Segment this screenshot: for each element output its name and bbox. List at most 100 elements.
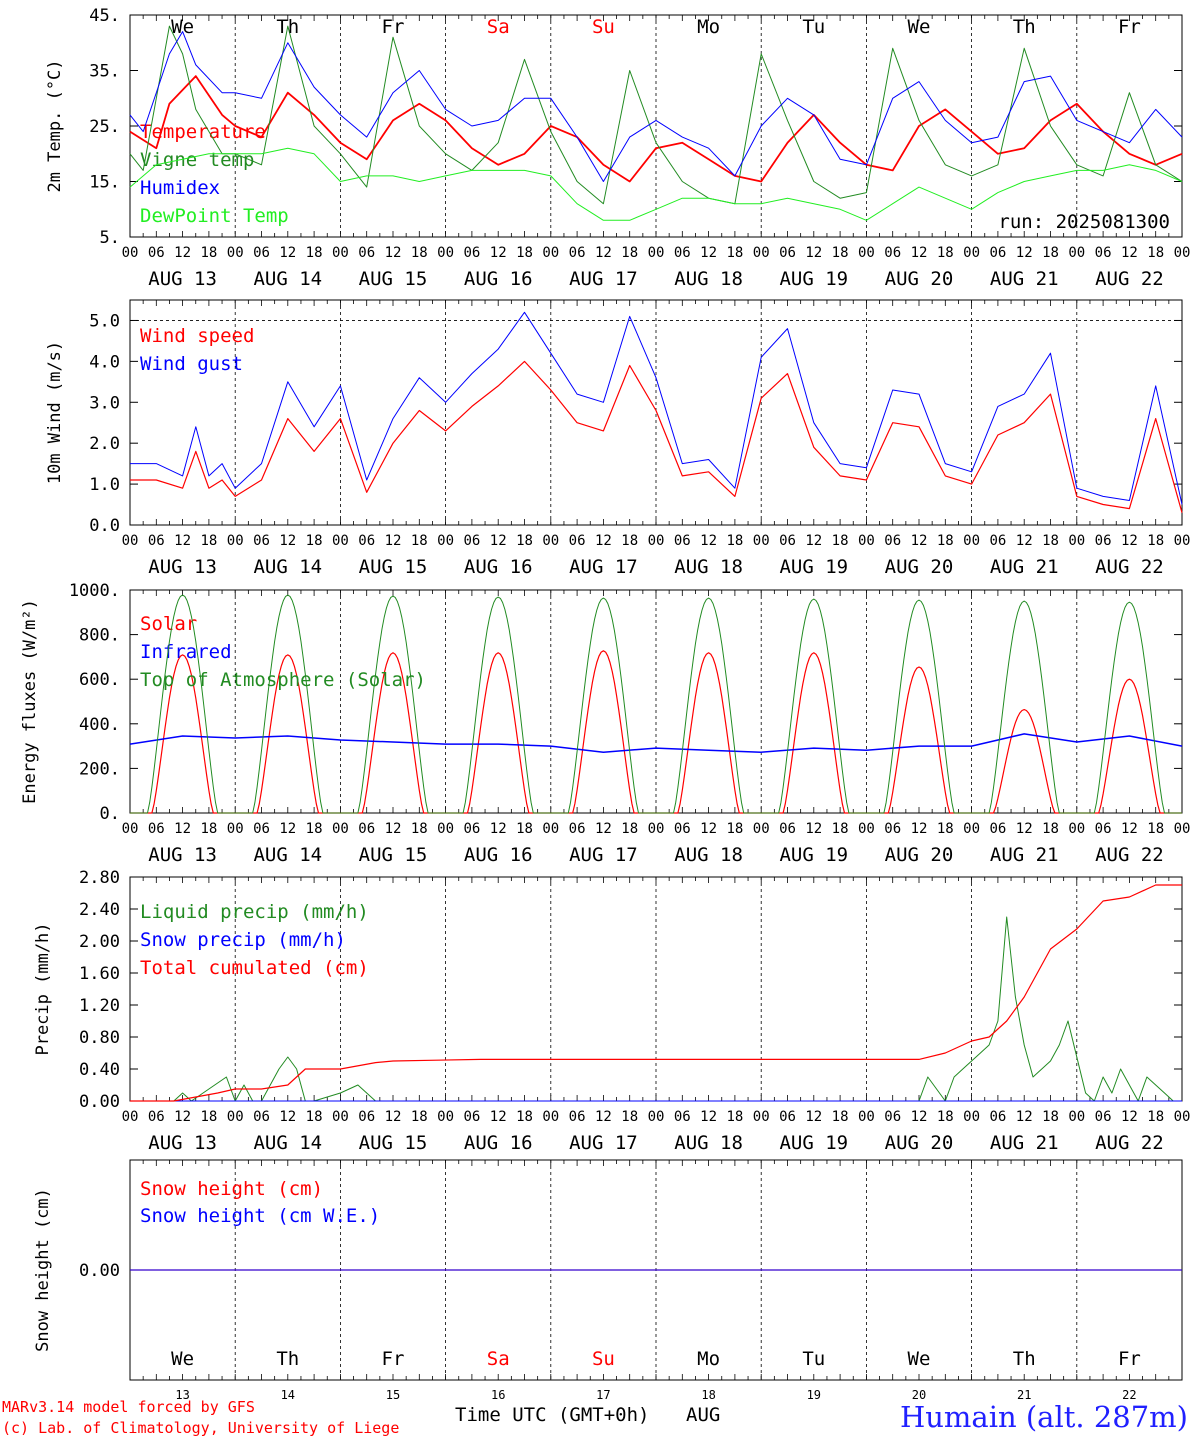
x-hour-label: 12 bbox=[279, 245, 296, 261]
y-axis-title: 2m Temp. (°C) bbox=[45, 59, 65, 192]
x-hour-label: 18 bbox=[516, 821, 533, 837]
x-hour-label: 00 bbox=[1068, 533, 1085, 549]
day-name-label: We bbox=[171, 16, 194, 38]
x-hour-label: 12 bbox=[385, 1109, 402, 1125]
x-hour-label: 00 bbox=[858, 533, 875, 549]
x-hour-label: 00 bbox=[753, 821, 770, 837]
legend-entry: Snow height (cm W.E.) bbox=[140, 1205, 380, 1227]
x-hour-label: 18 bbox=[200, 245, 217, 261]
x-date-label: AUG 19 bbox=[779, 844, 848, 866]
x-hour-label: 12 bbox=[174, 245, 191, 261]
x-hour-label: 12 bbox=[911, 245, 928, 261]
x-hour-label: 06 bbox=[884, 245, 901, 261]
x-hour-label: 00 bbox=[542, 245, 559, 261]
x-hour-label: 00 bbox=[122, 245, 139, 261]
y-axis-title: Energy fluxes (W/m²) bbox=[20, 599, 40, 804]
day-name-label: Fr bbox=[382, 16, 405, 38]
x-date-label: AUG 22 bbox=[1095, 1132, 1164, 1154]
x-hour-label: 12 bbox=[595, 533, 612, 549]
station-label: Humain (alt. 287m) bbox=[899, 1400, 1188, 1434]
x-hour-label: 12 bbox=[385, 533, 402, 549]
y-tick-label: 0. bbox=[100, 804, 120, 824]
y-axis-title: Snow height (cm) bbox=[33, 1188, 53, 1352]
x-date-label: AUG 15 bbox=[359, 1132, 428, 1154]
day-name-label: Th bbox=[1013, 1348, 1036, 1370]
y-tick-label: 1000. bbox=[69, 581, 120, 601]
legend-entry: Infrared bbox=[140, 641, 232, 663]
day-name-label: Fr bbox=[1118, 16, 1141, 38]
x-hour-label: 12 bbox=[805, 245, 822, 261]
x-date-label: AUG 21 bbox=[990, 1132, 1059, 1154]
x-hour-label: 12 bbox=[911, 533, 928, 549]
x-hour-label: 06 bbox=[674, 245, 691, 261]
x-hour-label: 06 bbox=[463, 1109, 480, 1125]
x-hour-label: 06 bbox=[989, 1109, 1006, 1125]
x-hour-label: 06 bbox=[358, 821, 375, 837]
x-date-label: AUG 21 bbox=[990, 268, 1059, 290]
x-hour-label: 00 bbox=[858, 245, 875, 261]
x-hour-label: 06 bbox=[253, 245, 270, 261]
x-hour-label: 06 bbox=[463, 821, 480, 837]
day-name-label: Sa bbox=[487, 16, 510, 38]
x-hour-label: 00 bbox=[122, 533, 139, 549]
x-hour-label: 12 bbox=[385, 245, 402, 261]
x-hour-label: 12 bbox=[174, 821, 191, 837]
x-hour-label: 06 bbox=[1095, 245, 1112, 261]
series-line-energy-1 bbox=[129, 733, 1183, 753]
series-line-temperature-3 bbox=[129, 147, 1183, 221]
x-hour-label: 18 bbox=[1042, 533, 1059, 549]
panel-precip: 0.00 0.40 0.80 1.20 1.60 2.00 2.40 2.80 Precip (… bbox=[33, 868, 1190, 1154]
x-hour-label: 00 bbox=[227, 1109, 244, 1125]
x-hour-label: 00 bbox=[753, 533, 770, 549]
x-hour-label: 06 bbox=[358, 245, 375, 261]
x-hour-label: 00 bbox=[963, 533, 980, 549]
y-tick-label: 2.00 bbox=[79, 932, 120, 952]
y-tick-label: 800. bbox=[79, 626, 120, 646]
y-tick-label: 0.00 bbox=[79, 1092, 120, 1112]
day-name-label: Th bbox=[276, 16, 299, 38]
x-hour-label: 06 bbox=[358, 1109, 375, 1125]
x-hour-label: 00 bbox=[437, 1109, 454, 1125]
x-hour-label: 12 bbox=[1016, 245, 1033, 261]
x-hour-label: 12 bbox=[1121, 533, 1138, 549]
x-hour-label: 18 bbox=[200, 1109, 217, 1125]
x-hour-label: 18 bbox=[1042, 1109, 1059, 1125]
x-hour-label: 18 bbox=[411, 821, 428, 837]
x-hour-label: 06 bbox=[989, 533, 1006, 549]
x-date-label: AUG 18 bbox=[674, 844, 743, 866]
y-tick-label: 45. bbox=[89, 6, 120, 26]
day-number-label: 19 bbox=[807, 1388, 821, 1402]
x-hour-label: 00 bbox=[858, 821, 875, 837]
x-hour-label: 12 bbox=[911, 1109, 928, 1125]
y-tick-label: 25. bbox=[89, 117, 120, 137]
x-hour-label: 00 bbox=[858, 1109, 875, 1125]
x-hour-label: 00 bbox=[648, 533, 665, 549]
day-name-label: We bbox=[171, 1348, 194, 1370]
day-number-label: 20 bbox=[912, 1388, 926, 1402]
x-date-label: AUG 20 bbox=[885, 844, 954, 866]
legend-entry: Wind speed bbox=[140, 325, 254, 347]
x-hour-label: 00 bbox=[227, 245, 244, 261]
day-name-label: Mo bbox=[697, 1348, 720, 1370]
x-hour-label: 06 bbox=[884, 533, 901, 549]
x-hour-label: 06 bbox=[148, 1109, 165, 1125]
x-hour-label: 18 bbox=[621, 821, 638, 837]
x-hour-label: 06 bbox=[674, 533, 691, 549]
x-hour-label: 18 bbox=[411, 1109, 428, 1125]
x-date-label: AUG 16 bbox=[464, 268, 533, 290]
x-hour-label: 00 bbox=[542, 821, 559, 837]
x-hour-label: 06 bbox=[148, 533, 165, 549]
x-hour-label: 12 bbox=[279, 533, 296, 549]
y-tick-label: 3.0 bbox=[89, 393, 120, 413]
x-hour-label: 06 bbox=[463, 245, 480, 261]
day-name-label: Th bbox=[1013, 16, 1036, 38]
x-hour-label: 06 bbox=[1095, 1109, 1112, 1125]
y-axis-title: Precip (mm/h) bbox=[33, 922, 53, 1055]
x-hour-label: 18 bbox=[306, 821, 323, 837]
x-hour-label: 00 bbox=[1174, 245, 1191, 261]
x-hour-label: 18 bbox=[832, 245, 849, 261]
x-date-label: AUG 19 bbox=[779, 268, 848, 290]
x-hour-label: 12 bbox=[911, 821, 928, 837]
x-date-label: AUG 22 bbox=[1095, 844, 1164, 866]
day-number-label: 22 bbox=[1122, 1388, 1136, 1402]
